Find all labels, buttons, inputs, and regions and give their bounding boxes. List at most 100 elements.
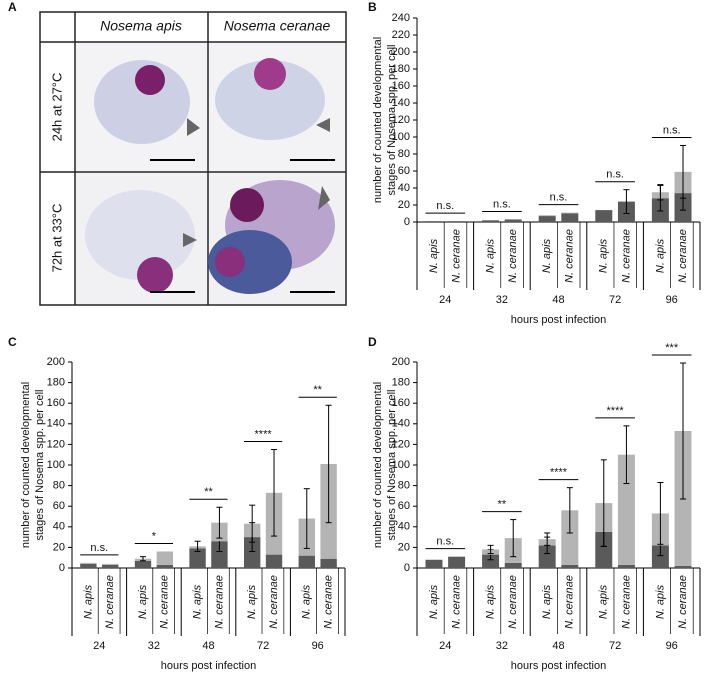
bar-segment	[651, 545, 669, 568]
y-tick-label: 60	[398, 500, 410, 512]
y-tick-label: 60	[398, 165, 410, 177]
group-label: 48	[552, 294, 564, 306]
bar-segment	[538, 215, 556, 217]
panel-label: D	[368, 335, 377, 349]
y-tick-label: 220	[392, 29, 410, 41]
group-label: 48	[552, 640, 564, 652]
y-tick-label: 60	[53, 500, 65, 512]
bar-label: N. ceranae	[677, 229, 689, 283]
bar-label: N. ceranae	[323, 575, 335, 629]
bar-label: N. apis	[484, 238, 496, 273]
group-label: 24	[93, 640, 105, 652]
x-axis-label: hours post infection	[511, 314, 606, 326]
bar-label: N. ceranae	[677, 575, 689, 629]
group-label: 24	[439, 294, 451, 306]
y-tick-label: 0	[404, 216, 410, 228]
bar-label: N. apis	[598, 238, 610, 273]
row-header: 24h at 27°C	[49, 73, 64, 142]
bar-segment	[80, 562, 97, 564]
bar-segment	[243, 537, 261, 568]
bar-segment	[80, 563, 97, 568]
bar-segment	[504, 562, 522, 568]
significance-label: **	[498, 498, 507, 510]
bar-segment	[102, 564, 119, 568]
group-label: 96	[666, 640, 678, 652]
group-label: 48	[202, 640, 214, 652]
bar-segment	[561, 510, 579, 565]
bar-segment	[617, 454, 635, 565]
bar-label: N. apis	[428, 238, 440, 273]
bar-segment	[482, 554, 500, 568]
group-label: 32	[148, 640, 160, 652]
column-header: Nosema apis	[100, 18, 182, 34]
bar-label: N. apis	[541, 238, 553, 273]
y-tick-label: 200	[392, 356, 410, 368]
y-axis-label: number of counted developmental	[372, 382, 384, 548]
significance-label: **	[204, 486, 213, 498]
y-tick-label: 120	[392, 438, 410, 450]
y-tick-label: 180	[47, 377, 65, 389]
group-label: 32	[496, 294, 508, 306]
bar-segment	[561, 564, 579, 568]
y-axis-label: number of counted developmental	[20, 382, 32, 548]
y-tick-label: 160	[392, 397, 410, 409]
group-label: 96	[312, 640, 324, 652]
group-label: 32	[496, 640, 508, 652]
bar-segment	[448, 221, 466, 222]
bar-segment	[320, 558, 337, 568]
significance-label: **	[313, 384, 322, 396]
micrograph-grid	[39, 11, 347, 306]
significance-label: n.s.	[550, 192, 568, 204]
bar-label: N. ceranae	[451, 575, 463, 629]
y-tick-label: 240	[392, 12, 410, 24]
y-axis-label: stages of Nosema spp. per cell	[386, 44, 398, 195]
y-tick-label: 140	[392, 418, 410, 430]
significance-label: ****	[550, 467, 568, 479]
bar-label: N. apis	[137, 584, 149, 619]
bar-label: N. ceranae	[620, 229, 632, 283]
bar-segment	[561, 212, 579, 214]
bar-segment	[674, 565, 692, 568]
significance-label: n.s.	[606, 169, 624, 181]
bar-label: N. apis	[654, 238, 666, 273]
bar-segment	[595, 531, 613, 568]
y-tick-label: 160	[392, 80, 410, 92]
bar-segment	[504, 219, 522, 222]
y-tick-label: 20	[398, 541, 410, 553]
x-axis-label: hours post infection	[511, 660, 606, 672]
group-label: 72	[609, 640, 621, 652]
group-label: 72	[257, 640, 269, 652]
bar-segment	[538, 545, 556, 568]
y-tick-label: 120	[47, 438, 65, 450]
y-tick-label: 180	[392, 377, 410, 389]
bar-segment	[538, 216, 556, 222]
group-label: 72	[609, 294, 621, 306]
significance-label: ***	[665, 342, 679, 354]
y-tick-label: 80	[53, 480, 65, 492]
bar-label: N. ceranae	[451, 229, 463, 283]
bar-label: N. apis	[301, 584, 313, 619]
bar-label: N. ceranae	[564, 229, 576, 283]
panel-label: A	[8, 0, 17, 14]
panel-label: B	[368, 0, 377, 14]
bar-label: N. ceranae	[620, 575, 632, 629]
y-tick-label: 120	[392, 114, 410, 126]
y-axis-label: stages of Nosema spp. per cell	[34, 389, 46, 540]
row-header: 72h at 33°C	[49, 204, 64, 273]
y-tick-label: 40	[53, 521, 65, 533]
bar-label: N. apis	[246, 584, 258, 619]
bar-segment	[482, 220, 500, 222]
bar-segment	[189, 548, 206, 568]
significance-label: *	[152, 530, 157, 542]
bar-label: N. apis	[82, 584, 94, 619]
x-axis-label: hours post infection	[161, 660, 256, 672]
y-tick-label: 200	[392, 46, 410, 58]
micrographs	[76, 43, 345, 304]
bar-segment	[102, 563, 119, 565]
bar-label: N. apis	[484, 584, 496, 619]
group-label: 96	[666, 294, 678, 306]
bar-segment	[617, 564, 635, 568]
column-header: Nosema ceranae	[224, 18, 331, 34]
y-tick-label: 40	[398, 182, 410, 194]
y-tick-label: 80	[398, 480, 410, 492]
